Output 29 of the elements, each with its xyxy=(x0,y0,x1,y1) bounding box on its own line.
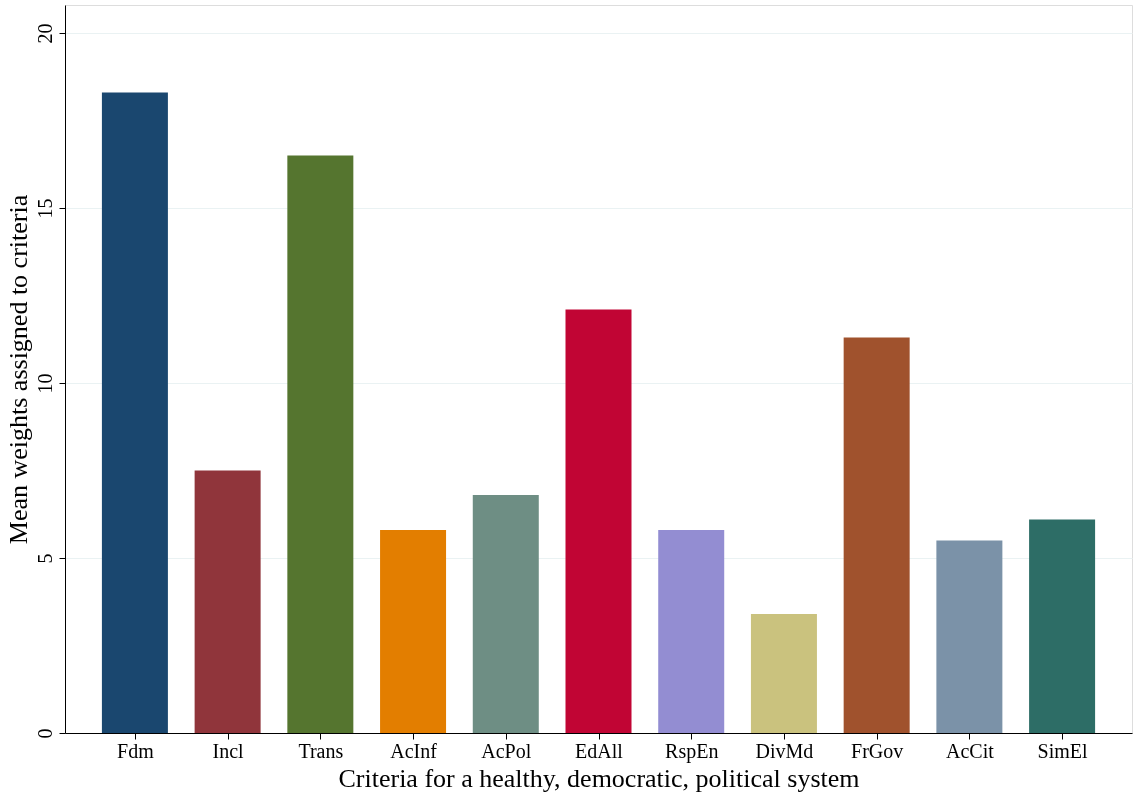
bar xyxy=(194,470,261,733)
x-tick-label: Incl xyxy=(212,739,245,762)
bar xyxy=(101,92,168,733)
bar xyxy=(287,155,354,733)
x-tick-label: DivMd xyxy=(755,739,814,762)
bar xyxy=(472,495,539,733)
bar xyxy=(658,530,725,733)
y-axis-title: Mean weights assigned to criteria xyxy=(3,194,33,545)
x-axis-title: Criteria for a healthy, democratic, political system xyxy=(338,763,860,793)
x-tick-label: AcCit xyxy=(945,739,995,762)
y-tick-label: 20 xyxy=(33,23,56,44)
bar xyxy=(1029,519,1096,733)
x-tick-label: AcPol xyxy=(481,739,532,762)
bar xyxy=(380,530,447,733)
y-tick-label: 0 xyxy=(33,728,56,739)
bar xyxy=(750,614,817,733)
y-tick-label: 5 xyxy=(33,553,56,564)
x-tick-label: RspEn xyxy=(665,739,719,763)
x-tick-label: EdAll xyxy=(575,739,624,762)
x-tick-label: Fdm xyxy=(117,739,155,762)
y-tick-label: 10 xyxy=(33,373,56,394)
x-tick-label: AcInf xyxy=(390,739,438,762)
bar xyxy=(565,309,632,733)
bar xyxy=(936,540,1003,733)
x-tick-label: SimEl xyxy=(1037,739,1089,762)
x-tick-label: FrGov xyxy=(851,739,904,762)
x-tick-label: Trans xyxy=(298,739,344,762)
bar xyxy=(843,337,910,733)
y-tick-label: 15 xyxy=(33,198,56,219)
